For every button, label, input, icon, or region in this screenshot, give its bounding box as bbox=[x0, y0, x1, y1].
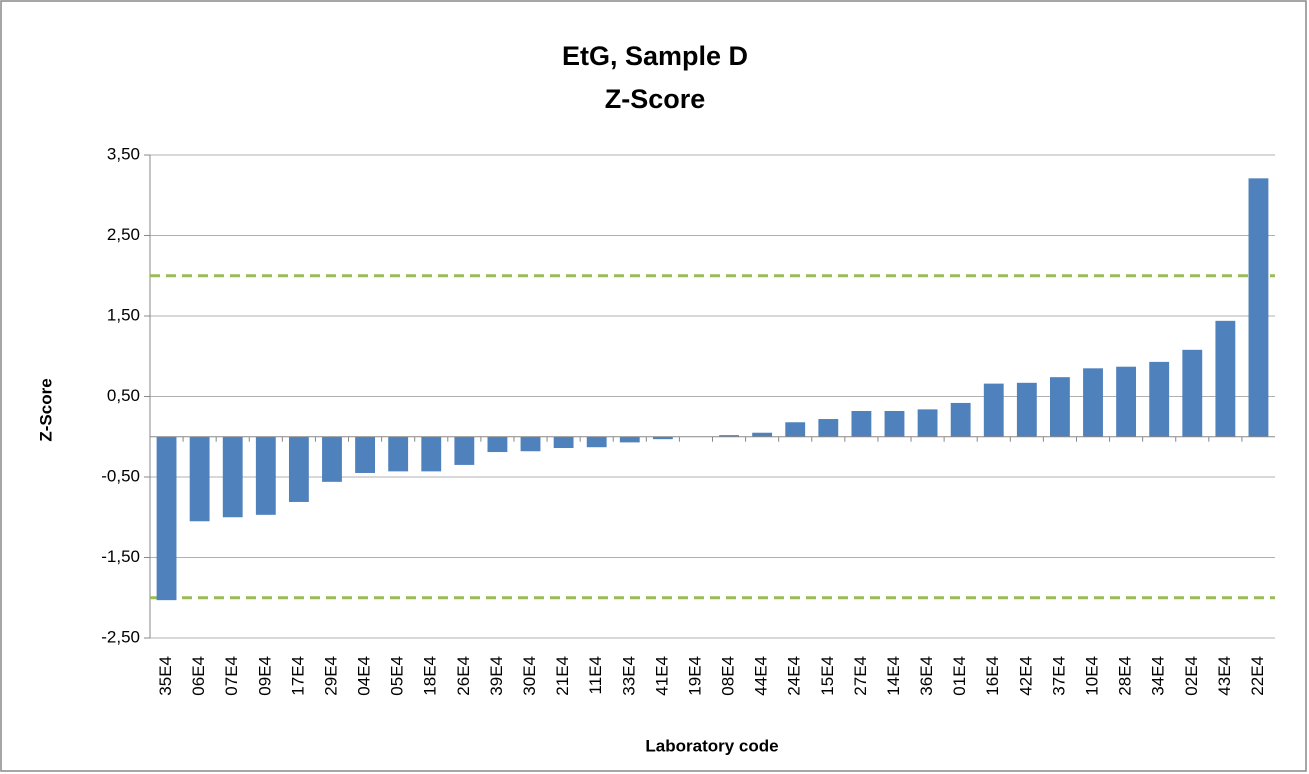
bar bbox=[917, 409, 938, 437]
y-tick-label: -2,50 bbox=[101, 627, 140, 646]
x-tick-label: 16E4 bbox=[983, 656, 1002, 696]
x-tick-label: 08E4 bbox=[719, 656, 738, 696]
bar bbox=[388, 436, 409, 472]
y-tick-label: 1,50 bbox=[107, 305, 140, 324]
bar bbox=[884, 410, 905, 437]
x-tick-label: 10E4 bbox=[1082, 656, 1101, 696]
bar bbox=[1215, 320, 1236, 437]
x-tick-label: 28E4 bbox=[1116, 656, 1135, 696]
bar bbox=[1182, 349, 1203, 437]
y-tick-label: -1,50 bbox=[101, 547, 140, 566]
x-tick-label: 33E4 bbox=[619, 656, 638, 696]
bar bbox=[520, 436, 541, 452]
y-tick-label: 2,50 bbox=[107, 225, 140, 244]
x-tick-label: 26E4 bbox=[454, 656, 473, 696]
bar bbox=[1149, 361, 1170, 437]
y-tick-label: 0,50 bbox=[107, 386, 140, 405]
bar bbox=[619, 436, 640, 443]
x-tick-label: 39E4 bbox=[487, 656, 506, 696]
x-tick-label: 19E4 bbox=[685, 656, 704, 696]
x-tick-label: 15E4 bbox=[818, 656, 837, 696]
x-tick-label: 42E4 bbox=[1016, 656, 1035, 696]
bar bbox=[156, 436, 177, 601]
x-tick-label: 01E4 bbox=[950, 656, 969, 696]
x-tick-label: 11E4 bbox=[586, 656, 605, 694]
bar bbox=[983, 383, 1004, 437]
x-tick-label: 04E4 bbox=[355, 656, 374, 696]
x-axis-title: Laboratory code bbox=[645, 736, 778, 755]
bar bbox=[288, 436, 309, 502]
bar bbox=[818, 419, 839, 437]
bar bbox=[719, 435, 739, 437]
x-tick-label: 07E4 bbox=[222, 656, 241, 696]
bar bbox=[1083, 368, 1103, 437]
x-tick-label: 37E4 bbox=[1049, 656, 1068, 696]
bar bbox=[1050, 377, 1070, 437]
x-tick-label: 05E4 bbox=[388, 656, 407, 696]
x-tick-label: 30E4 bbox=[520, 656, 539, 696]
x-tick-label: 22E4 bbox=[1248, 656, 1267, 696]
bar bbox=[950, 402, 971, 437]
y-axis-title: Z-Score bbox=[36, 378, 55, 441]
bar bbox=[1116, 366, 1137, 437]
x-tick-label: 09E4 bbox=[255, 656, 274, 696]
bar bbox=[421, 436, 442, 472]
y-tick-label: 3,50 bbox=[107, 144, 140, 163]
bar bbox=[322, 436, 342, 482]
bar bbox=[652, 436, 673, 440]
x-tick-label: 18E4 bbox=[421, 656, 440, 696]
bar bbox=[1016, 382, 1037, 437]
x-tick-label: 36E4 bbox=[917, 656, 936, 696]
bar bbox=[1248, 178, 1269, 437]
bar bbox=[255, 436, 276, 515]
x-tick-label: 29E4 bbox=[321, 656, 340, 696]
bar bbox=[454, 436, 475, 465]
bar bbox=[222, 436, 243, 518]
x-tick-label: 21E4 bbox=[553, 656, 572, 696]
x-tick-label: 24E4 bbox=[785, 656, 804, 696]
x-tick-label: 14E4 bbox=[884, 656, 903, 696]
x-tick-label: 17E4 bbox=[288, 656, 307, 696]
bar bbox=[487, 436, 508, 453]
bar bbox=[785, 422, 806, 437]
x-tick-label: 06E4 bbox=[189, 656, 208, 696]
chart-subtitle: Z-Score bbox=[605, 84, 706, 114]
y-tick-label: -0,50 bbox=[101, 466, 140, 485]
x-tick-label: 02E4 bbox=[1182, 656, 1201, 696]
bar bbox=[553, 436, 574, 449]
bar bbox=[752, 432, 773, 437]
bar bbox=[851, 410, 872, 437]
x-tick-label: 41E4 bbox=[652, 656, 671, 696]
bar bbox=[586, 436, 607, 448]
x-tick-label: 34E4 bbox=[1149, 656, 1168, 696]
x-tick-label: 43E4 bbox=[1215, 656, 1234, 696]
x-tick-label: 27E4 bbox=[851, 656, 870, 696]
x-tick-label: 35E4 bbox=[156, 656, 175, 696]
chart-title: EtG, Sample D bbox=[562, 41, 748, 71]
bar bbox=[355, 436, 375, 473]
x-tick-label: 44E4 bbox=[752, 656, 771, 696]
bar bbox=[189, 436, 210, 522]
